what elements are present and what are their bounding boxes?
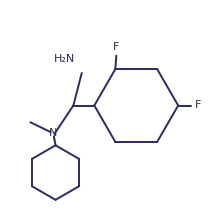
Text: F: F — [194, 100, 201, 111]
Text: F: F — [113, 42, 119, 52]
Text: N: N — [49, 128, 58, 138]
Text: H₂N: H₂N — [54, 54, 76, 64]
